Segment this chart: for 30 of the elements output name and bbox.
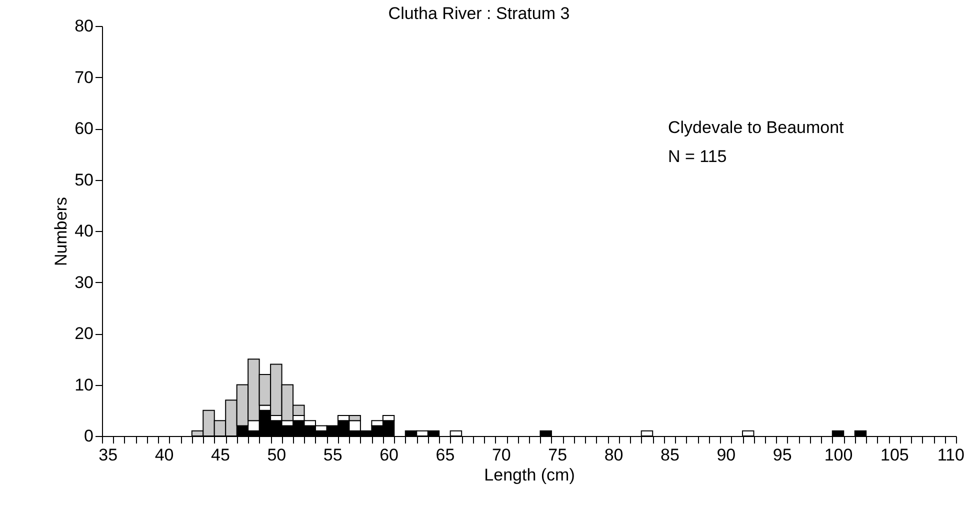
y-tick-label: 70 <box>74 68 94 87</box>
annotation: Clydevale to Beaumont <box>668 118 844 137</box>
y-tick-label: 60 <box>74 119 94 138</box>
y-tick-label: 80 <box>74 16 94 36</box>
y-tick-label: 10 <box>74 375 94 394</box>
annotation: N = 115 <box>668 147 727 166</box>
x-tick-label: 40 <box>154 446 174 464</box>
x-tick-label: 65 <box>436 446 455 464</box>
x-tick-label: 90 <box>716 446 736 464</box>
y-axis-title: Numbers <box>52 197 71 266</box>
x-tick-label: 85 <box>660 446 680 464</box>
x-tick-label: 80 <box>604 446 624 464</box>
chart-title: Clutha River : Stratum 3 <box>388 4 570 23</box>
x-tick-label: 35 <box>98 446 118 464</box>
y-tick-label: 30 <box>74 272 94 292</box>
x-tick-label: 45 <box>211 446 230 464</box>
x-tick-label: 60 <box>380 446 398 464</box>
y-tick-label: 0 <box>84 426 94 446</box>
y-tick-label: 50 <box>74 170 94 190</box>
y-tick-label: 40 <box>74 222 94 240</box>
x-axis-title: Length (cm) <box>484 466 575 484</box>
x-tick-label: 105 <box>880 446 909 464</box>
x-tick-label: 110 <box>937 446 964 464</box>
y-tick-label: 20 <box>74 324 94 343</box>
x-tick-label: 100 <box>824 446 853 464</box>
x-tick-label: 95 <box>772 446 792 464</box>
x-tick-label: 75 <box>548 446 568 464</box>
x-tick-label: 50 <box>267 446 286 464</box>
x-tick-label: 70 <box>492 446 511 464</box>
x-tick-label: 55 <box>323 446 342 464</box>
